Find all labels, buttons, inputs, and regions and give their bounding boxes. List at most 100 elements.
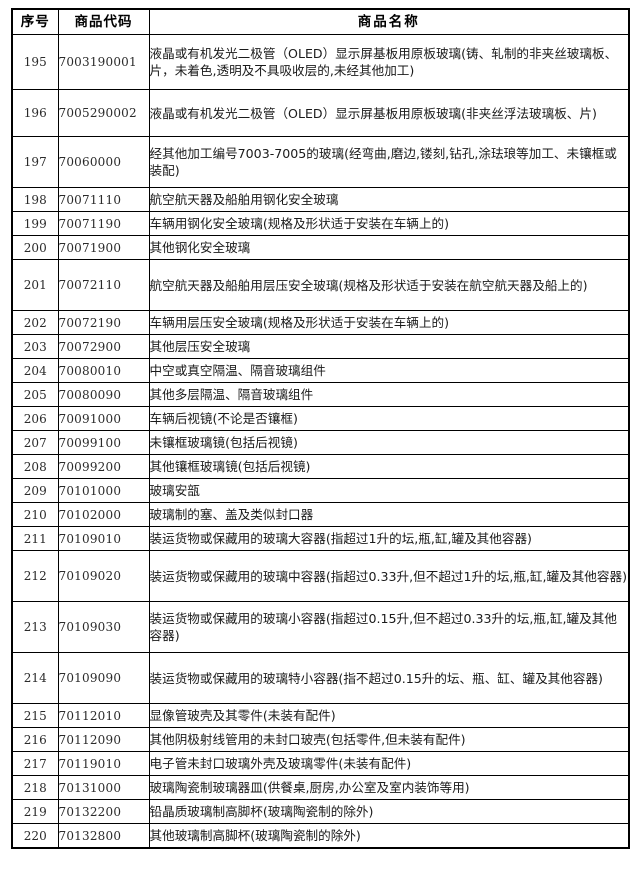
cell-product-name: 液晶或有机发光二极管（OLED）显示屏基板用原板玻璃(非夹丝浮法玻璃板、片) (148, 89, 630, 137)
cell-product-name: 航空航天器及船舶用钢化安全玻璃 (148, 187, 630, 212)
table-row: 196 7005290002 液晶或有机发光二极管（OLED）显示屏基板用原板玻璃(… (11, 89, 630, 137)
cell-product-name: 车辆后视镜(不论是否镶框) (148, 406, 630, 431)
cell-product-code: 70072190 (57, 310, 150, 335)
cell-product-name: 电子管未封口玻璃外壳及玻璃零件(未装有配件) (148, 751, 630, 776)
cell-product-code: 70132800 (57, 823, 150, 849)
cell-product-code: 70109030 (57, 601, 150, 653)
cell-sequence: 218 (11, 775, 59, 800)
cell-product-name: 中空或真空隔温、隔音玻璃组件 (148, 358, 630, 383)
table-row: 207 70099100 未镶框玻璃镜(包括后视镜) (11, 430, 630, 455)
cell-sequence: 220 (11, 823, 59, 849)
table-row: 197 70060000 经其他加工编号7003-7005的玻璃(经弯曲,磨边,镂刻… (11, 136, 630, 188)
cell-product-name: 液晶或有机发光二极管（OLED）显示屏基板用原板玻璃(铸、轧制的非夹丝玻璃板、片… (148, 34, 630, 90)
table-row: 218 70131000 玻璃陶瓷制玻璃器皿(供餐桌,厨房,办公室及室内装饰等用) (11, 775, 630, 800)
cell-sequence: 196 (11, 89, 59, 137)
cell-sequence: 213 (11, 601, 59, 653)
cell-product-code: 70072900 (57, 334, 150, 359)
cell-sequence: 195 (11, 34, 59, 90)
cell-product-name: 装运货物或保藏用的玻璃特小容器(指不超过0.15升的坛、瓶、缸、罐及其他容器) (148, 652, 630, 704)
cell-product-name: 装运货物或保藏用的玻璃中容器(指超过0.33升,但不超过1升的坛,瓶,缸,罐及其… (148, 550, 630, 602)
cell-product-name: 其他层压安全玻璃 (148, 334, 630, 359)
cell-product-name: 装运货物或保藏用的玻璃小容器(指超过0.15升,但不超过0.33升的坛,瓶,缸,… (148, 601, 630, 653)
cell-product-code: 70071110 (57, 187, 150, 212)
cell-product-code: 70109010 (57, 526, 150, 551)
cell-sequence: 216 (11, 727, 59, 752)
table-row: 212 70109020 装运货物或保藏用的玻璃中容器(指超过0.33升,但不超过1… (11, 550, 630, 602)
cell-product-code: 70109090 (57, 652, 150, 704)
cell-product-code: 70099100 (57, 430, 150, 455)
cell-sequence: 214 (11, 652, 59, 704)
table-row: 219 70132200 铅晶质玻璃制高脚杯(玻璃陶瓷制的除外) (11, 799, 630, 824)
cell-product-name: 显像管玻壳及其零件(未装有配件) (148, 703, 630, 728)
column-header-product-name: 商品名称 (148, 8, 630, 35)
cell-sequence: 210 (11, 502, 59, 527)
cell-product-name: 车辆用层压安全玻璃(规格及形状适于安装在车辆上的) (148, 310, 630, 335)
table-sheet: 序号 商品代码 商品名称 195 7003190001 液晶或有机发光二极管（OLE… (11, 8, 630, 849)
cell-sequence: 211 (11, 526, 59, 551)
cell-product-code: 70080090 (57, 382, 150, 407)
table-body: 195 7003190001 液晶或有机发光二极管（OLED）显示屏基板用原板玻璃(… (11, 34, 630, 849)
cell-product-code: 70119010 (57, 751, 150, 776)
table-row: 209 70101000 玻璃安瓿 (11, 478, 630, 503)
cell-product-name: 车辆用钢化安全玻璃(规格及形状适于安装在车辆上的) (148, 211, 630, 236)
cell-product-name: 其他镶框玻璃镜(包括后视镜) (148, 454, 630, 479)
table-row: 217 70119010 电子管未封口玻璃外壳及玻璃零件(未装有配件) (11, 751, 630, 776)
cell-product-name: 航空航天器及船舶用层压安全玻璃(规格及形状适于安装在航空航天器及船上的) (148, 259, 630, 311)
column-header-product-code: 商品代码 (57, 8, 150, 35)
table-row: 203 70072900 其他层压安全玻璃 (11, 334, 630, 359)
cell-product-name: 其他钢化安全玻璃 (148, 235, 630, 260)
cell-sequence: 197 (11, 136, 59, 188)
table-row: 200 70071900 其他钢化安全玻璃 (11, 235, 630, 260)
cell-product-name: 其他阴极射线管用的未封口玻壳(包括零件,但未装有配件) (148, 727, 630, 752)
cell-product-code: 70109020 (57, 550, 150, 602)
table-row: 215 70112010 显像管玻壳及其零件(未装有配件) (11, 703, 630, 728)
cell-sequence: 209 (11, 478, 59, 503)
cell-product-code: 70112090 (57, 727, 150, 752)
cell-sequence: 199 (11, 211, 59, 236)
table-row: 220 70132800 其他玻璃制高脚杯(玻璃陶瓷制的除外) (11, 823, 630, 849)
table-row: 205 70080090 其他多层隔温、隔音玻璃组件 (11, 382, 630, 407)
table-row: 199 70071190 车辆用钢化安全玻璃(规格及形状适于安装在车辆上的) (11, 211, 630, 236)
table-row: 211 70109010 装运货物或保藏用的玻璃大容器(指超过1升的坛,瓶,缸,罐及… (11, 526, 630, 551)
cell-sequence: 200 (11, 235, 59, 260)
table-row: 204 70080010 中空或真空隔温、隔音玻璃组件 (11, 358, 630, 383)
cell-product-name: 其他玻璃制高脚杯(玻璃陶瓷制的除外) (148, 823, 630, 849)
table-row: 210 70102000 玻璃制的塞、盖及类似封口器 (11, 502, 630, 527)
cell-product-code: 7005290002 (57, 89, 150, 137)
table-row: 195 7003190001 液晶或有机发光二极管（OLED）显示屏基板用原板玻璃(… (11, 34, 630, 90)
table-row: 208 70099200 其他镶框玻璃镜(包括后视镜) (11, 454, 630, 479)
table-row: 206 70091000 车辆后视镜(不论是否镶框) (11, 406, 630, 431)
table-row: 198 70071110 航空航天器及船舶用钢化安全玻璃 (11, 187, 630, 212)
cell-product-code: 70080010 (57, 358, 150, 383)
cell-product-code: 7003190001 (57, 34, 150, 90)
cell-product-code: 70112010 (57, 703, 150, 728)
table-row: 214 70109090 装运货物或保藏用的玻璃特小容器(指不超过0.15升的坛、瓶… (11, 652, 630, 704)
cell-sequence: 212 (11, 550, 59, 602)
table-header: 序号 商品代码 商品名称 (11, 8, 630, 35)
cell-sequence: 215 (11, 703, 59, 728)
column-header-sequence: 序号 (11, 8, 59, 35)
cell-product-name: 玻璃陶瓷制玻璃器皿(供餐桌,厨房,办公室及室内装饰等用) (148, 775, 630, 800)
cell-sequence: 198 (11, 187, 59, 212)
cell-product-code: 70060000 (57, 136, 150, 188)
cell-product-name: 经其他加工编号7003-7005的玻璃(经弯曲,磨边,镂刻,钻孔,涂珐琅等加工、… (148, 136, 630, 188)
cell-sequence: 208 (11, 454, 59, 479)
cell-product-code: 70101000 (57, 478, 150, 503)
table-row: 201 70072110 航空航天器及船舶用层压安全玻璃(规格及形状适于安装在航空航… (11, 259, 630, 311)
cell-product-code: 70091000 (57, 406, 150, 431)
cell-product-name: 玻璃安瓿 (148, 478, 630, 503)
cell-sequence: 205 (11, 382, 59, 407)
cell-product-name: 其他多层隔温、隔音玻璃组件 (148, 382, 630, 407)
cell-sequence: 203 (11, 334, 59, 359)
cell-product-name: 装运货物或保藏用的玻璃大容器(指超过1升的坛,瓶,缸,罐及其他容器) (148, 526, 630, 551)
cell-product-code: 70099200 (57, 454, 150, 479)
cell-product-code: 70102000 (57, 502, 150, 527)
cell-sequence: 207 (11, 430, 59, 455)
cell-product-name: 玻璃制的塞、盖及类似封口器 (148, 502, 630, 527)
cell-product-code: 70071190 (57, 211, 150, 236)
table-row: 202 70072190 车辆用层压安全玻璃(规格及形状适于安装在车辆上的) (11, 310, 630, 335)
cell-sequence: 201 (11, 259, 59, 311)
cell-sequence: 219 (11, 799, 59, 824)
table-row: 216 70112090 其他阴极射线管用的未封口玻壳(包括零件,但未装有配件) (11, 727, 630, 752)
cell-product-code: 70132200 (57, 799, 150, 824)
